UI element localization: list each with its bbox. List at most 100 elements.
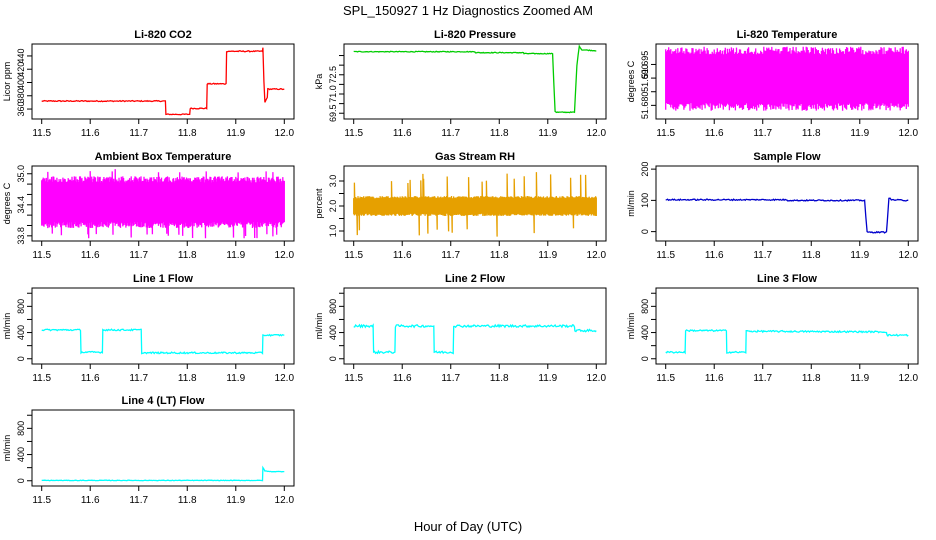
x-tick-label: 11.9 (850, 250, 869, 261)
panel-title: Gas Stream RH (435, 151, 515, 163)
x-tick-label: 11.6 (81, 495, 100, 506)
x-tick-label: 11.8 (490, 128, 509, 139)
x-tick-label: 11.9 (538, 373, 557, 384)
x-tick-label: 11.9 (226, 495, 245, 506)
y-axis-label: ml/min (2, 313, 12, 340)
x-tick-label: 11.8 (490, 250, 509, 261)
y-tick-label: 200 (640, 162, 650, 177)
figure-title: SPL_150927 1 Hz Diagnostics Zoomed AM (343, 3, 593, 18)
y-tick-label: 35.0 (16, 165, 26, 183)
x-tick-label: 11.6 (705, 373, 724, 384)
panel-gas-stream-rh: Gas Stream RH 11.5 11.6 11.7 11.8 11.9 12.0 1.0… (314, 151, 607, 261)
x-tick-label: 11.5 (32, 373, 51, 384)
x-tick-label: 11.7 (129, 250, 148, 261)
y-axis-label: Licor ppm (2, 62, 12, 102)
x-tick-label: 11.5 (344, 128, 363, 139)
y-axis-label: ml/min (626, 190, 636, 217)
y-tick-label: 3.0 (328, 175, 338, 188)
y-tick-label: 800 (16, 421, 26, 436)
figure-xlabel: Hour of Day (UTC) (414, 519, 522, 534)
panel-title: Line 1 Flow (133, 273, 193, 285)
y-axis-label: degrees C (626, 60, 636, 102)
x-tick-label: 11.6 (393, 250, 412, 261)
y-tick-label: 400 (328, 325, 338, 340)
x-tick-label: 11.6 (705, 128, 724, 139)
panel-ambient-box-temperature: Ambient Box Temperature 11.5 11.6 11.7 11.8 1… (2, 151, 295, 261)
y-tick-label: 51.695 (640, 51, 650, 79)
y-tick-label: 0 (16, 356, 26, 361)
plot-frame (31, 43, 295, 120)
panel-title: Li-820 Pressure (434, 29, 516, 41)
x-tick-label: 11.9 (538, 128, 557, 139)
x-tick-label: 11.7 (753, 128, 772, 139)
y-tick-label: 420 (16, 62, 26, 77)
x-tick-label: 11.8 (178, 250, 197, 261)
y-tick-label: 69.5 (328, 104, 338, 122)
panel-li820-co2: Li-820 CO2 11.5 11.6 11.7 11.8 11.9 12.0 360380… (2, 29, 295, 139)
panel-li820-pressure: Li-820 Pressure 11.5 11.6 11.7 11.8 11.9 12.0 6… (314, 29, 607, 139)
x-tick-label: 11.7 (441, 250, 460, 261)
x-tick-label: 11.9 (226, 250, 245, 261)
y-tick-label: 72.5 (328, 66, 338, 84)
plot-frame (343, 287, 607, 365)
x-tick-label: 12.0 (275, 250, 295, 261)
x-tick-label: 11.7 (129, 128, 148, 139)
x-tick-label: 12.0 (899, 250, 919, 261)
x-tick-label: 11.5 (656, 128, 675, 139)
x-tick-label: 11.8 (802, 373, 821, 384)
panel-title: Li-820 CO2 (134, 29, 191, 41)
panel-sample-flow: Sample Flow 11.5 11.6 11.7 11.8 11.9 12.0 0 100 2… (626, 151, 919, 261)
x-tick-label: 11.8 (802, 128, 821, 139)
x-tick-label: 11.6 (705, 250, 724, 261)
x-tick-label: 12.0 (275, 495, 295, 506)
data-series-line (353, 172, 597, 237)
x-tick-label: 11.8 (178, 495, 197, 506)
plot-frame (31, 165, 295, 242)
panel-line4-flow: Line 4 (LT) Flow 11.5 11.6 11.7 11.8 11.9 12.0… (2, 395, 295, 506)
data-series-line (665, 328, 909, 355)
y-tick-label: 51.680 (640, 92, 650, 120)
x-tick-label: 11.8 (178, 373, 197, 384)
panel-title: Line 4 (LT) Flow (122, 395, 205, 407)
x-tick-label: 11.7 (441, 128, 460, 139)
panel-li820-temperature: Li-820 Temperature 11.5 11.6 11.7 11.8 11.9 12… (626, 29, 919, 139)
y-tick-label: 0 (16, 478, 26, 483)
plot-frame (343, 43, 607, 120)
plot-frame (31, 409, 295, 487)
x-tick-label: 12.0 (899, 128, 919, 139)
plot-frame (655, 287, 919, 365)
y-tick-label: 400 (640, 325, 650, 340)
y-tick-label: 51.690 (640, 64, 650, 92)
y-axis-label: ml/min (314, 313, 324, 340)
x-tick-label: 11.5 (344, 373, 363, 384)
data-series-line (353, 44, 597, 114)
panel-title: Line 2 Flow (445, 273, 505, 285)
x-tick-label: 11.9 (538, 250, 557, 261)
panel-title: Li-820 Temperature (737, 29, 838, 41)
panel-line3-flow: Line 3 Flow 11.5 11.6 11.7 11.8 11.9 12.0 0 400 8… (626, 273, 919, 384)
y-tick-label: 380 (16, 88, 26, 103)
data-series-line (665, 197, 909, 234)
y-tick-label: 360 (16, 102, 26, 117)
x-tick-label: 11.5 (32, 250, 51, 261)
plot-frame (31, 287, 295, 365)
y-tick-label: 440 (16, 48, 26, 63)
x-tick-label: 11.7 (129, 373, 148, 384)
y-tick-label: 400 (16, 75, 26, 90)
y-axis-label: percent (314, 188, 324, 219)
x-tick-label: 12.0 (587, 373, 607, 384)
y-axis-label: ml/min (626, 313, 636, 340)
x-tick-label: 11.6 (81, 128, 100, 139)
y-tick-label: 71.0 (328, 85, 338, 103)
panel-line2-flow: Line 2 Flow 11.5 11.6 11.7 11.8 11.9 12.0 0 400 8… (314, 273, 607, 384)
x-tick-label: 12.0 (275, 128, 295, 139)
x-tick-label: 11.6 (393, 373, 412, 384)
y-tick-label: 0 (640, 356, 650, 361)
data-series-line (353, 323, 597, 355)
x-tick-label: 11.7 (753, 373, 772, 384)
x-tick-label: 11.5 (656, 250, 675, 261)
x-tick-label: 12.0 (899, 373, 919, 384)
x-tick-label: 11.5 (32, 495, 51, 506)
y-tick-label: 800 (16, 299, 26, 314)
